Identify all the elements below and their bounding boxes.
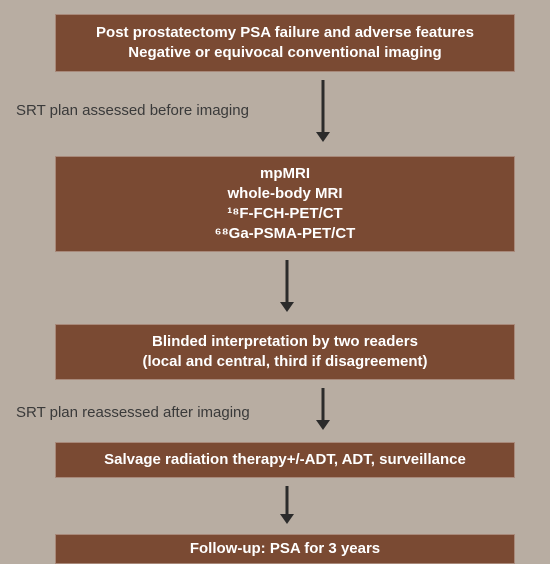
flow-box-line: Post prostatectomy PSA failure and adver… bbox=[96, 23, 474, 43]
flow-box-line: whole-body MRI bbox=[228, 184, 343, 204]
flow-box-line: Blinded interpretation by two readers bbox=[152, 332, 418, 352]
flow-box-line: Negative or equivocal conventional imagi… bbox=[128, 43, 441, 63]
flowchart-canvas: Post prostatectomy PSA failure and adver… bbox=[0, 0, 550, 564]
arrow-shaft bbox=[321, 388, 324, 420]
flow-box-b2: mpMRIwhole-body MRI¹⁸F-FCH-PET/CT⁶⁸Ga-PS… bbox=[55, 156, 515, 252]
arrow-head-icon bbox=[316, 132, 330, 142]
arrow-head-icon bbox=[280, 302, 294, 312]
flow-box-line: Follow-up: PSA for 3 years bbox=[190, 539, 380, 559]
arrow-shaft bbox=[285, 486, 288, 514]
flow-box-line: Salvage radiation therapy+/-ADT, ADT, su… bbox=[104, 450, 466, 470]
flow-box-b1: Post prostatectomy PSA failure and adver… bbox=[55, 14, 515, 72]
flow-box-b3: Blinded interpretation by two readers(lo… bbox=[55, 324, 515, 380]
caption-c2: SRT plan reassessed after imaging bbox=[16, 404, 250, 421]
flow-box-b4: Salvage radiation therapy+/-ADT, ADT, su… bbox=[55, 442, 515, 478]
caption-c1: SRT plan assessed before imaging bbox=[16, 102, 249, 119]
flow-box-line: ⁶⁸Ga-PSMA-PET/CT bbox=[215, 224, 356, 244]
arrow-a3 bbox=[322, 388, 323, 430]
arrow-shaft bbox=[321, 80, 324, 132]
arrow-a1 bbox=[322, 80, 323, 142]
arrow-head-icon bbox=[280, 514, 294, 524]
flow-box-line: ¹⁸F-FCH-PET/CT bbox=[227, 204, 342, 224]
arrow-a2 bbox=[286, 260, 287, 312]
arrow-head-icon bbox=[316, 420, 330, 430]
flow-box-b5: Follow-up: PSA for 3 years bbox=[55, 534, 515, 564]
flow-box-line: (local and central, third if disagreemen… bbox=[142, 352, 427, 372]
flow-box-line: mpMRI bbox=[260, 164, 310, 184]
arrow-a4 bbox=[286, 486, 287, 524]
arrow-shaft bbox=[285, 260, 288, 302]
